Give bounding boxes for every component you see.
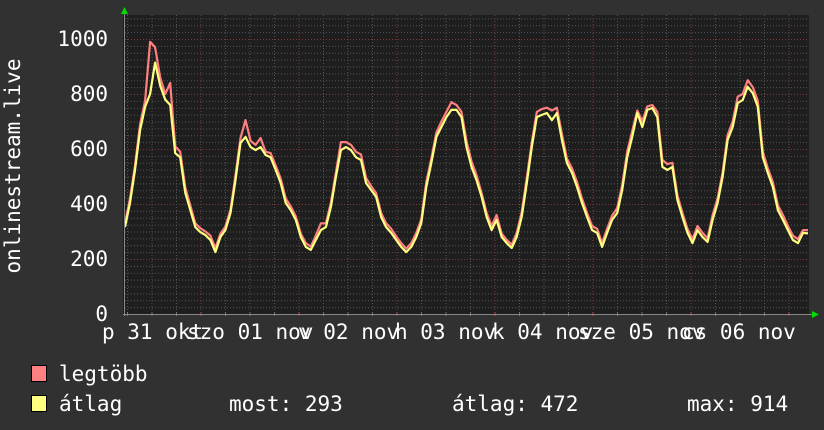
x-tick-label: v 02 nov <box>298 320 399 344</box>
x-tick-label: k 04 nov <box>492 320 593 344</box>
legend-swatch-max <box>31 365 47 382</box>
x-tick-label: h 03 nov <box>395 320 496 344</box>
y-tick-label: 800 <box>70 82 108 106</box>
x-tick-label: cs 06 nov <box>682 320 796 344</box>
legend-label-average: átlag <box>59 392 122 416</box>
y-axis-ticks: 0 200 400 600 800 1000 <box>57 27 108 326</box>
series-lines <box>123 40 809 254</box>
y-tick-label: 600 <box>70 137 108 161</box>
stat-max: max: 914 <box>687 392 788 416</box>
legend: legtöbb átlag most: 293 átlag: 472 max: … <box>31 362 788 416</box>
y-tick-label: 1000 <box>57 27 108 51</box>
stat-current: most: 293 <box>229 392 343 416</box>
y-axis-arrow-icon <box>121 7 128 14</box>
legend-swatch-average <box>31 395 47 412</box>
points-average <box>124 62 809 253</box>
x-tick-label: sze 05 nov <box>578 320 704 344</box>
x-tick-label: p 31 okt <box>102 320 203 344</box>
y-axis-title: onlinestream.live <box>1 59 25 274</box>
x-tick-label: szo 01 nov <box>187 320 313 344</box>
stat-average: átlag: 472 <box>452 392 578 416</box>
y-tick-label: 0 <box>95 302 108 326</box>
y-tick-label: 200 <box>70 247 108 271</box>
x-axis-arrow-icon <box>812 311 819 318</box>
grid <box>125 15 808 316</box>
legend-label-max: legtöbb <box>59 362 148 386</box>
y-tick-label: 400 <box>70 192 108 216</box>
